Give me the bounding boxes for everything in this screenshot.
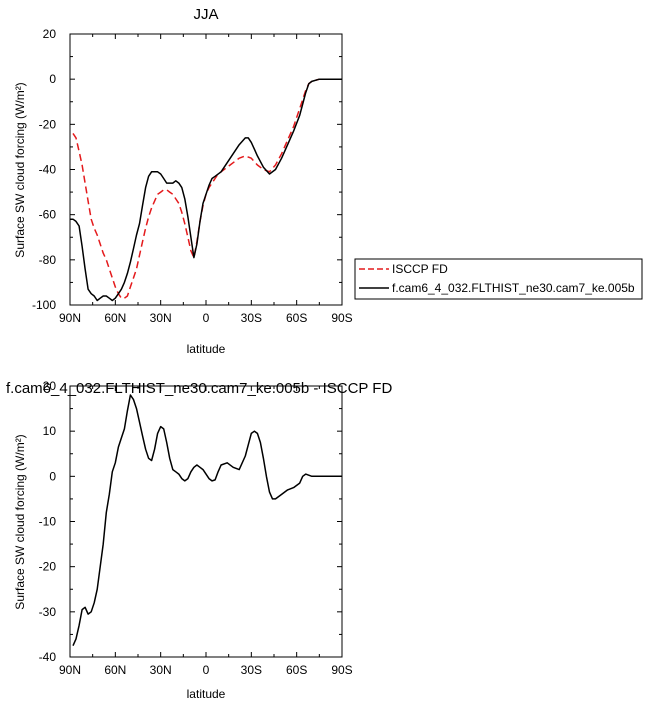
x-tick-label: 60N	[104, 311, 126, 325]
top-chart-xlabel: latitude	[187, 342, 226, 356]
x-tick-label: 90S	[331, 663, 352, 677]
top-chart-title: JJA	[193, 6, 218, 23]
y-tick-label: -30	[39, 605, 57, 619]
series-line-0	[72, 394, 342, 647]
y-tick-label: -100	[32, 298, 56, 312]
x-tick-label: 90S	[331, 311, 352, 325]
y-tick-label: 20	[43, 379, 57, 393]
y-tick-label: 10	[43, 424, 57, 438]
x-tick-label: 30S	[241, 663, 262, 677]
y-tick-label: -40	[39, 650, 57, 664]
x-tick-label: 90N	[59, 663, 81, 677]
x-tick-label: 30S	[241, 311, 262, 325]
y-tick-label: -20	[39, 560, 57, 574]
top-chart-series	[70, 78, 342, 302]
top-chart: JJA latitude Surface SW cloud forcing (W…	[13, 6, 643, 356]
bottom-chart-series	[72, 394, 342, 647]
y-tick-label: 20	[43, 27, 57, 41]
y-tick-label: 0	[49, 72, 56, 86]
x-tick-label: 30N	[150, 311, 172, 325]
legend: ISCCP FD f.cam6_4_032.FLTHIST_ne30.cam7_…	[354, 258, 643, 300]
bottom-chart-title: f.cam6_4_032.FLTHIST_ne30.cam7_ke.005b -…	[6, 380, 392, 397]
x-tick-label: 60S	[286, 311, 307, 325]
x-tick-label: 30N	[150, 663, 172, 677]
x-tick-label: 0	[203, 663, 210, 677]
series-line-0	[72, 78, 342, 299]
legend-label-isccp: ISCCP FD	[392, 262, 448, 276]
series-line-1	[70, 78, 342, 302]
legend-box	[354, 258, 643, 300]
y-tick-label: 0	[49, 469, 56, 483]
x-tick-label: 90N	[59, 311, 81, 325]
bottom-chart: f.cam6_4_032.FLTHIST_ne30.cam7_ke.005b -…	[6, 379, 392, 701]
top-chart-frame	[69, 33, 343, 306]
y-tick-label: -40	[39, 163, 57, 177]
top-chart-ylabel: Surface SW cloud forcing (W/m²)	[13, 82, 27, 257]
top-chart-ticks: 90N 60N 30N 0 30S 60S 90S -100 -80 -60 -40 -20 0 20	[32, 27, 353, 325]
bottom-chart-frame	[69, 385, 343, 658]
bottom-chart-ylabel: Surface SW cloud forcing (W/m²)	[13, 434, 27, 609]
y-tick-label: -60	[39, 208, 57, 222]
bottom-chart-xlabel: latitude	[187, 687, 226, 701]
y-tick-label: -20	[39, 117, 57, 131]
bottom-chart-ticks: 90N 60N 30N 0 30S 60S 90S -40 -30 -20 -10 0 10 20	[39, 379, 353, 677]
x-tick-label: 60N	[104, 663, 126, 677]
y-tick-label: -10	[39, 515, 57, 529]
x-tick-label: 0	[203, 311, 210, 325]
y-tick-label: -80	[39, 253, 57, 267]
legend-label-cam: f.cam6_4_032.FLTHIST_ne30.cam7_ke.005b	[392, 281, 635, 295]
x-tick-label: 60S	[286, 663, 307, 677]
